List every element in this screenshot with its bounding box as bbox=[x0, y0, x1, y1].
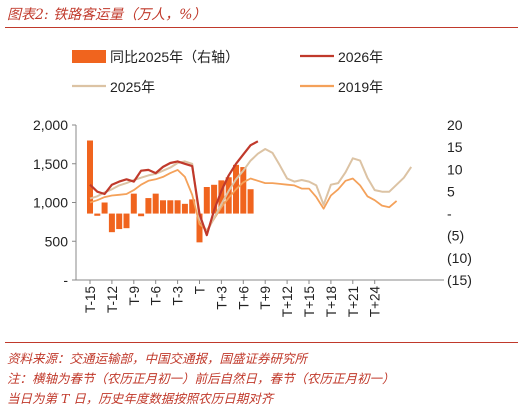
yoy-bar bbox=[240, 167, 247, 214]
y-left-tick-label: 2,000 bbox=[33, 117, 68, 133]
y-right-tick-label: 10 bbox=[447, 161, 463, 177]
title-divider bbox=[5, 27, 518, 28]
x-tick-label: T-3 bbox=[171, 286, 186, 306]
yoy-bar bbox=[116, 213, 123, 230]
legend-label: 2025年 bbox=[110, 79, 155, 95]
y-left-tick-label: 1,000 bbox=[33, 195, 68, 211]
yoy-bar bbox=[152, 193, 159, 214]
yoy-bar bbox=[174, 200, 181, 214]
x-tick-label: T+9 bbox=[258, 286, 273, 310]
line-series-group bbox=[89, 140, 413, 237]
y-left-tick-label: 500 bbox=[45, 233, 69, 249]
x-tick-label: T-9 bbox=[127, 286, 142, 306]
yoy-bar bbox=[218, 180, 225, 214]
axes: - 500 1,000 1,500 2,000 (15) (10) (5) - 5 10 15 20 T-… bbox=[33, 117, 472, 317]
x-tick-label: T+6 bbox=[236, 286, 251, 310]
yoy-bar bbox=[181, 203, 188, 214]
chart-title: 图表2: 铁路客运量（万人，%） bbox=[7, 7, 207, 23]
y-left-tick-label: 1,500 bbox=[33, 156, 68, 172]
line-s2025 bbox=[89, 148, 413, 233]
x-tick-label: T-15 bbox=[83, 286, 98, 313]
y-right-tick-label: (5) bbox=[447, 228, 464, 244]
yoy-bar bbox=[196, 213, 203, 243]
x-tick-label: T+12 bbox=[280, 286, 295, 317]
x-tick-label: T+24 bbox=[368, 286, 383, 318]
legend-label: 2026年 bbox=[338, 49, 383, 65]
yoy-bar bbox=[101, 202, 108, 214]
yoy-bar bbox=[211, 184, 218, 214]
yoy-bar bbox=[225, 177, 232, 214]
x-tick-label: T bbox=[193, 286, 208, 294]
yoy-bar bbox=[203, 187, 210, 214]
legend: 同比2025年（右轴） 2026年 2025年 2019年 bbox=[72, 49, 383, 95]
yoy-bar bbox=[87, 140, 93, 214]
yoy-bar bbox=[145, 198, 152, 214]
yoy-bar bbox=[94, 213, 101, 216]
axis-note-line1: 注：横轴为春节（农历正月初一）前后自然日，春节（农历正月初一） bbox=[7, 371, 395, 386]
axis-note-line2: 当日为第 T 日，历史年度数据按照农历日期对齐 bbox=[7, 391, 274, 406]
legend-label: 同比2025年（右轴） bbox=[110, 49, 239, 65]
legend-label: 2019年 bbox=[338, 79, 383, 95]
y-right-tick-label: 5 bbox=[447, 183, 455, 199]
yoy-bar bbox=[123, 213, 130, 229]
y-right-tick-label: 20 bbox=[447, 117, 463, 133]
yoy-bar bbox=[247, 189, 254, 214]
x-tick-label: T+21 bbox=[346, 286, 361, 317]
yoy-bar bbox=[108, 213, 115, 233]
y-right-tick-label: (10) bbox=[447, 250, 472, 266]
legend-swatch-bar bbox=[72, 50, 106, 63]
line-s2019 bbox=[89, 168, 398, 232]
y-right-tick-label: (15) bbox=[447, 272, 472, 288]
y-right-tick-label: 15 bbox=[447, 139, 463, 155]
yoy-bar bbox=[167, 200, 174, 214]
x-tick-label: T+3 bbox=[214, 286, 229, 310]
source-note: 资料来源：交通运输部，中国交通报，国盛证券研究所 bbox=[7, 351, 308, 366]
x-tick-label: T+18 bbox=[324, 286, 339, 317]
x-tick-label: T-12 bbox=[105, 286, 120, 313]
line-s2026 bbox=[89, 140, 259, 237]
x-tick-label: T-6 bbox=[149, 286, 164, 306]
yoy-bar bbox=[130, 193, 137, 214]
yoy-bar bbox=[160, 200, 166, 214]
source-divider bbox=[5, 342, 518, 343]
y-left-tick-label: - bbox=[63, 272, 68, 288]
chart-area: 同比2025年（右轴） 2026年 2025年 2019年 - 500 1,000 1,50… bbox=[33, 49, 472, 317]
x-tick-label: T+15 bbox=[302, 286, 317, 317]
yoy-bar bbox=[189, 199, 196, 214]
y-right-tick-label: - bbox=[447, 206, 452, 222]
yoy-bar bbox=[138, 213, 145, 217]
